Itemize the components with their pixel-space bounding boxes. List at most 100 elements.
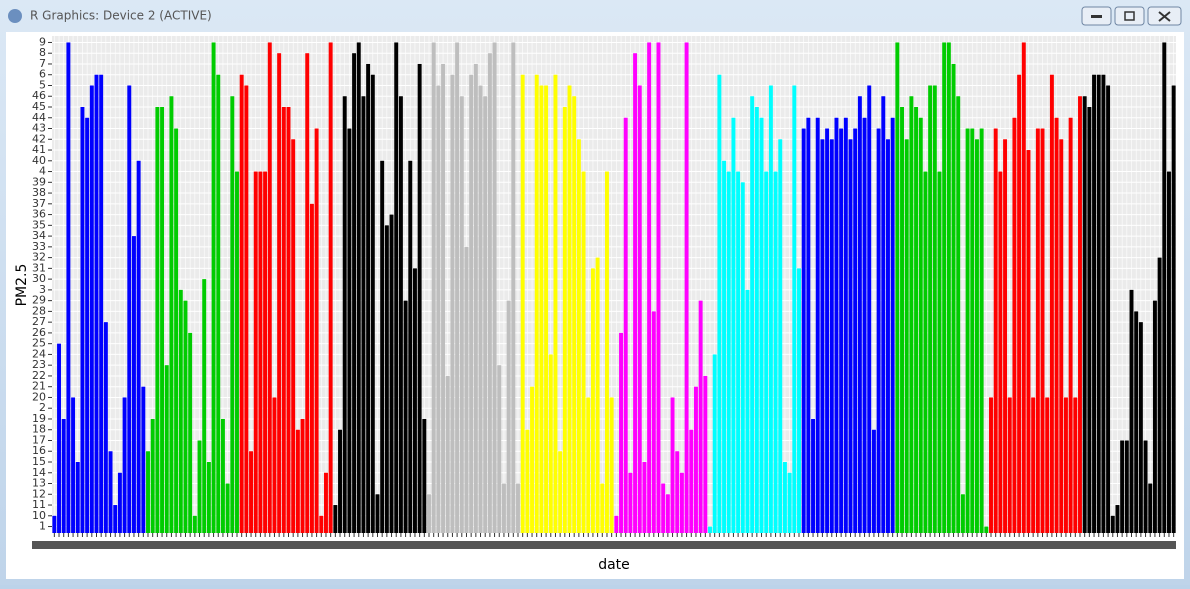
y-tick-label: 25 [32, 337, 46, 350]
bar [1143, 440, 1148, 533]
bar [108, 451, 113, 533]
y-tick-label: 30 [32, 272, 46, 285]
bar [75, 462, 80, 533]
bar [619, 332, 623, 533]
y-tick-label: 16 [32, 444, 46, 457]
bar [886, 139, 890, 534]
bar [417, 63, 422, 533]
bar [829, 139, 834, 534]
bar [839, 128, 844, 534]
bar [1007, 397, 1012, 533]
bar [595, 257, 600, 533]
bar [1035, 128, 1040, 534]
bar [581, 171, 586, 533]
bar [1129, 289, 1134, 533]
bar [85, 117, 90, 534]
y-tick-label: 18 [32, 423, 46, 436]
bar [1049, 74, 1054, 534]
y-tick-label: 27 [32, 315, 46, 328]
bar [384, 225, 389, 534]
bar [333, 505, 338, 533]
y-tick-label: 35 [32, 218, 46, 231]
bar [754, 107, 759, 533]
bar [370, 74, 375, 534]
bar [361, 96, 366, 533]
bar [558, 451, 563, 533]
bar [1096, 74, 1101, 534]
bar [764, 171, 769, 533]
y-tick-label: 8 [39, 46, 46, 59]
bar [731, 117, 736, 534]
y-tick-label: 43 [32, 122, 46, 135]
window-title: R Graphics: Device 2 (ACTIVE) [30, 9, 212, 23]
bar [487, 53, 492, 533]
bar [398, 96, 403, 533]
bar [57, 343, 61, 533]
bar [562, 107, 567, 533]
bar [473, 63, 478, 533]
y-tick-label: 24 [32, 347, 46, 360]
bar [1078, 96, 1082, 533]
bar [825, 128, 830, 534]
bar [244, 85, 249, 533]
y-tick-label: 3 [39, 283, 46, 296]
bar [103, 322, 108, 533]
bar [834, 117, 839, 534]
bar [277, 53, 282, 533]
bar [328, 42, 333, 534]
panel [52, 36, 1176, 533]
maximize-button[interactable] [1114, 6, 1145, 26]
bar [71, 397, 76, 533]
bar [206, 462, 211, 533]
bar [211, 42, 216, 534]
bar [220, 418, 225, 533]
y-tick-label: 15 [32, 455, 46, 468]
bar [497, 365, 502, 533]
bar [1059, 139, 1064, 534]
bar [338, 429, 342, 533]
bar [590, 268, 595, 533]
bar [80, 107, 85, 533]
bar [623, 117, 628, 534]
bar [567, 85, 572, 533]
bar [258, 171, 263, 533]
bar [797, 268, 801, 533]
bar [516, 483, 520, 533]
bar [183, 300, 188, 533]
bar [1068, 117, 1073, 534]
bar [455, 42, 460, 534]
bar [1120, 440, 1125, 533]
y-tick-label: 20 [32, 390, 46, 403]
y-tick-label: 31 [32, 261, 46, 274]
y-tick-label: 10 [32, 509, 46, 522]
bar [192, 515, 197, 533]
bar [665, 494, 670, 533]
bar [239, 74, 244, 534]
bar [136, 160, 141, 533]
bar [295, 429, 300, 533]
bar [572, 96, 577, 533]
bar [286, 107, 291, 533]
bar [1138, 322, 1143, 533]
bar [726, 171, 731, 533]
bar [1110, 515, 1115, 533]
bar [300, 418, 305, 533]
bar [722, 160, 727, 533]
bar [708, 526, 712, 533]
bar [647, 42, 652, 534]
bar [188, 332, 193, 533]
bar [511, 42, 516, 534]
bar [113, 505, 118, 533]
bar [932, 85, 937, 533]
bar [918, 117, 923, 534]
bar [375, 494, 380, 533]
bar [867, 85, 872, 533]
bar [99, 74, 104, 534]
bar [501, 483, 506, 533]
bar [520, 74, 525, 534]
bar [356, 42, 361, 534]
bar [792, 85, 797, 533]
bar [637, 85, 642, 533]
bar [1073, 397, 1078, 533]
y-axis-title: PM2.5 [14, 264, 30, 307]
